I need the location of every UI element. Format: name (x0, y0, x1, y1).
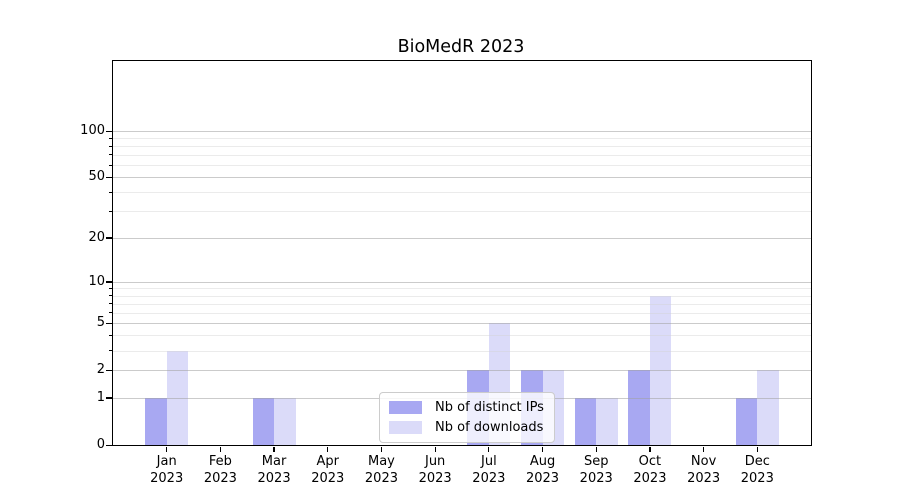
minor-gridline (113, 165, 811, 167)
x-axis-tick (434, 446, 436, 452)
bar-downloads-mar (274, 397, 296, 445)
x-tick-label: Jun 2023 (418, 454, 452, 486)
bar-downloads-jan (166, 350, 189, 445)
y-tick-label: 10 (88, 273, 105, 289)
y-axis-minor-tick (109, 287, 112, 289)
major-gridline (113, 131, 811, 132)
x-axis-tick (380, 446, 383, 452)
legend: Nb of distinct IPs Nb of downloads (379, 392, 555, 443)
minor-gridline (113, 138, 811, 140)
major-gridline (113, 177, 811, 179)
bar-distinct-ips-mar (252, 397, 275, 445)
minor-gridline (113, 303, 811, 305)
y-axis-minor-tick (109, 210, 112, 212)
x-axis-tick (541, 446, 544, 452)
legend-item-distinct-ips: Nb of distinct IPs (389, 400, 544, 415)
minor-gridline (113, 288, 811, 290)
x-axis-tick (166, 446, 168, 452)
x-tick-label: Apr 2023 (311, 454, 345, 486)
bar-distinct-ips-sep (574, 397, 597, 445)
x-tick-label: Sep 2023 (579, 454, 613, 486)
minor-gridline (113, 192, 811, 194)
x-tick-label: Aug 2023 (525, 454, 560, 486)
x-tick-label: Feb 2023 (203, 454, 237, 486)
x-axis-tick (488, 446, 490, 452)
x-tick-label: Jan 2023 (150, 454, 184, 486)
plot-area: Nb of distinct IPs Nb of downloads 0 1 2 5 1… (80, 60, 812, 486)
minor-gridline (113, 295, 811, 297)
bar-distinct-ips-jan (145, 397, 167, 445)
y-tick-label: 50 (88, 169, 105, 185)
x-tick-label: Jul 2023 (472, 454, 506, 486)
x-axis-tick (219, 446, 222, 452)
major-gridline (113, 370, 811, 372)
y-axis-tick (106, 237, 112, 239)
y-axis-minor-tick (109, 137, 112, 139)
minor-gridline (113, 312, 811, 314)
y-axis-tick (106, 130, 112, 132)
x-axis-tick (756, 446, 758, 452)
y-axis-minor-tick (109, 334, 112, 336)
y-tick-label: 1 (96, 389, 105, 405)
bar-distinct-ips-oct (628, 370, 650, 445)
y-axis-minor-tick (109, 191, 112, 193)
x-axis-tick (702, 446, 705, 452)
x-axis-tick (273, 446, 275, 452)
bar-downloads-sep (596, 397, 618, 445)
legend-swatch-distinct-ips (389, 401, 422, 414)
minor-gridline (113, 154, 811, 156)
legend-label-distinct-ips: Nb of distinct IPs (435, 400, 544, 415)
bar-downloads-oct (649, 295, 672, 445)
minor-gridline (113, 146, 811, 147)
x-axis-tick (595, 446, 597, 452)
minor-gridline (113, 335, 811, 337)
bar-distinct-ips-dec (735, 397, 758, 445)
y-axis-minor-tick (109, 145, 112, 147)
x-axis-tick (649, 446, 651, 452)
major-gridline (113, 323, 811, 325)
y-axis-tick (106, 281, 112, 283)
x-tick-label: May 2023 (364, 454, 398, 486)
minor-gridline (113, 350, 811, 352)
chart-title: BioMedR 2023 (397, 37, 525, 57)
y-tick-label: 20 (88, 229, 105, 245)
y-axis-tick (106, 444, 112, 446)
y-axis-tick (106, 397, 112, 399)
y-axis-minor-tick (109, 164, 112, 166)
major-gridline (113, 237, 811, 239)
major-gridline (113, 281, 811, 283)
y-axis-minor-tick (109, 303, 112, 305)
bar-downloads-dec (757, 370, 779, 445)
y-axis-minor-tick (109, 312, 112, 314)
y-axis-tick (106, 369, 112, 372)
y-axis-minor-tick (109, 295, 112, 296)
y-axis-minor-tick (109, 154, 112, 156)
x-tick-label: Mar 2023 (257, 454, 291, 486)
y-tick-label: 2 (96, 362, 105, 378)
x-axis-tick (327, 446, 329, 452)
y-axis-tick (106, 176, 112, 179)
minor-gridline (113, 211, 811, 213)
x-tick-label: Nov 2023 (687, 454, 721, 486)
y-axis-tick (106, 322, 112, 324)
y-tick-label: 100 (80, 123, 105, 138)
legend-swatch-downloads (389, 421, 422, 434)
legend-item-downloads: Nb of downloads (389, 420, 544, 435)
y-axis-minor-tick (109, 350, 112, 352)
x-tick-label: Oct 2023 (633, 454, 667, 486)
legend-label-downloads: Nb of downloads (435, 420, 544, 435)
y-tick-label: 5 (96, 315, 105, 331)
x-tick-label: Dec 2023 (740, 454, 774, 486)
y-tick-label: 0 (96, 437, 105, 452)
